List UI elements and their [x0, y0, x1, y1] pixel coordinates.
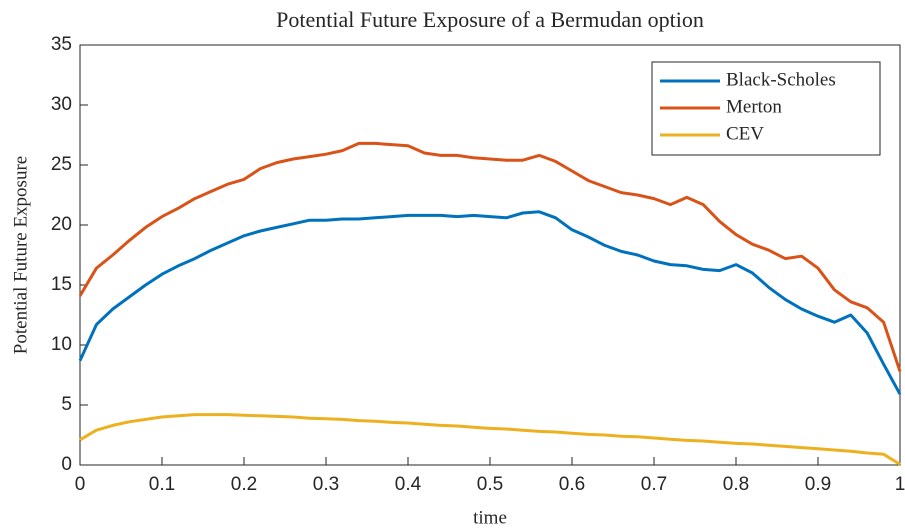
chart-title: Potential Future Exposure of a Bermudan …: [276, 7, 704, 32]
y-tick-label: 20: [51, 214, 72, 235]
y-tick-label: 15: [51, 274, 72, 295]
y-tick-label: 25: [51, 154, 72, 175]
x-tick-label: 0.4: [395, 474, 422, 495]
x-tick-label: 0.1: [149, 474, 175, 495]
legend-label: Merton: [726, 96, 782, 117]
x-tick-label: 0.5: [477, 474, 503, 495]
y-tick-label: 30: [51, 94, 72, 115]
legend-label: Black-Scholes: [726, 69, 836, 90]
y-tick-label: 10: [51, 334, 72, 355]
y-tick-label: 0: [61, 454, 72, 475]
x-tick-label: 0.3: [313, 474, 339, 495]
x-tick-label: 0.7: [641, 474, 667, 495]
legend-label: CEV: [726, 123, 764, 144]
x-axis-label: time: [473, 507, 507, 528]
x-tick-label: 0.6: [559, 474, 585, 495]
line-series: [78, 210, 902, 395]
line-series: [79, 413, 901, 466]
y-axis-label: Potential Future Exposure: [10, 156, 31, 354]
x-tick-label: 1: [895, 474, 905, 495]
x-tick-label: 0.2: [231, 474, 257, 495]
y-tick-label: 35: [51, 34, 72, 55]
y-tick-label: 5: [61, 394, 72, 415]
x-tick-label: 0.9: [805, 474, 831, 495]
x-tick-label: 0.8: [723, 474, 749, 495]
line-series: [78, 141, 902, 372]
x-tick-label: 0: [75, 474, 86, 495]
